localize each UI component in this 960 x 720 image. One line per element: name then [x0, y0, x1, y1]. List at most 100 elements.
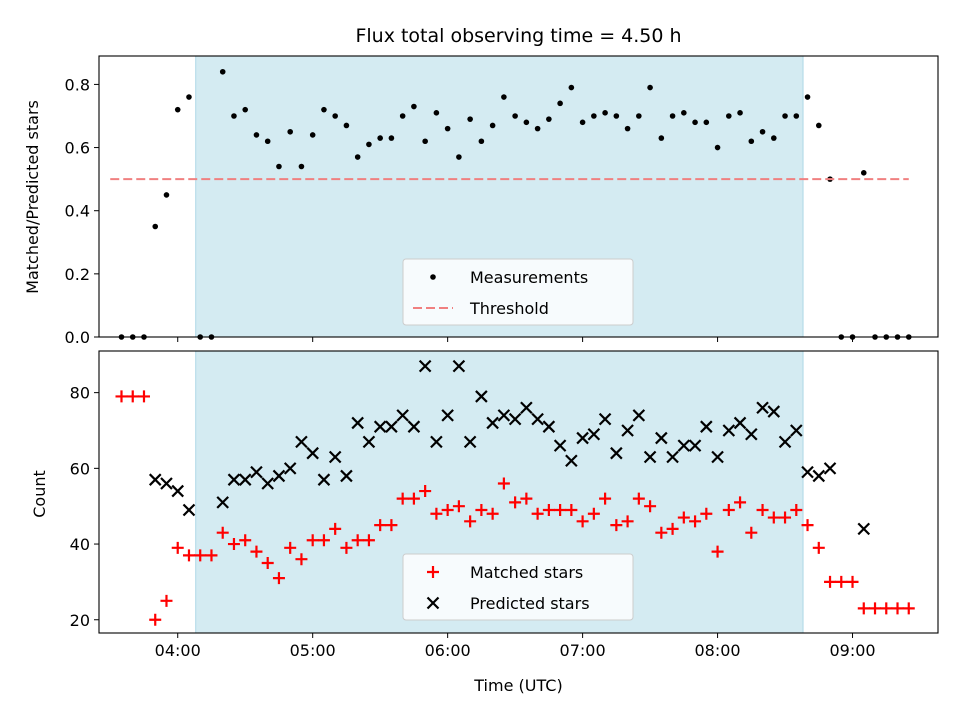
- chart-title: Flux total observing time = 4.50 h: [355, 25, 681, 47]
- matched-star-point: [779, 511, 792, 524]
- measurement-point: [568, 84, 575, 91]
- matched-star-point: [250, 545, 263, 558]
- matched-star-point: [340, 541, 353, 554]
- matched-star-point: [430, 507, 443, 520]
- measurement-point: [669, 113, 676, 119]
- matched-star-point: [216, 526, 229, 539]
- measurement-point: [726, 113, 732, 119]
- measurement-point: [444, 125, 451, 132]
- predicted-star-point: [745, 427, 758, 441]
- predicted-star-point: [812, 469, 826, 483]
- x-tick-label: 09:00: [829, 641, 875, 660]
- matched-star-point: [801, 519, 814, 532]
- predicted-star-point: [700, 420, 713, 433]
- matched-star-point: [149, 613, 162, 626]
- bottom-legend: [402, 553, 634, 621]
- measurement-point: [309, 132, 316, 138]
- matched-star-point: [452, 500, 465, 513]
- bottom-legend-label: Predicted stars: [470, 594, 590, 613]
- legend-measurement-swatch: [430, 274, 436, 280]
- measurement-point: [253, 132, 260, 138]
- top-axes-frame: [98, 55, 939, 338]
- predicted-star-point: [475, 390, 488, 403]
- measurement-point: [501, 94, 507, 100]
- predicted-star-point: [452, 359, 466, 373]
- predicted-star-point: [666, 450, 679, 464]
- bottom-axes-frame: [98, 350, 939, 634]
- bottom-y-tick-label: 40: [70, 535, 90, 554]
- matched-star-point: [689, 515, 702, 528]
- matched-star-point: [869, 602, 882, 615]
- predicted-star-point: [396, 409, 409, 422]
- matched-star-point: [137, 390, 150, 403]
- measurement-point: [411, 103, 417, 110]
- measurement-point: [186, 94, 192, 100]
- measurement-point: [512, 113, 518, 119]
- top-y-tick-label: 0.2: [65, 265, 90, 284]
- matched-star-point: [385, 519, 398, 532]
- measurement-point: [489, 122, 496, 129]
- top-legend: [402, 258, 634, 326]
- matched-star-point: [824, 575, 837, 588]
- predicted-star-point: [823, 462, 837, 475]
- matched-star-point: [239, 534, 252, 547]
- predicted-star-point: [407, 420, 421, 433]
- top-y-tick-label: 0.6: [65, 139, 90, 158]
- matched-star-point: [205, 549, 218, 562]
- measurement-point: [422, 138, 428, 145]
- measurement-point: [298, 163, 305, 170]
- matched-star-point: [531, 507, 544, 520]
- measurement-point: [602, 110, 608, 116]
- measurement-point: [782, 113, 788, 119]
- top-y-tick-label: 0.8: [65, 75, 90, 94]
- predicted-star-point: [767, 405, 781, 418]
- measurement-point: [546, 116, 552, 122]
- measurement-point: [388, 135, 395, 141]
- predicted-star-point: [340, 469, 353, 483]
- measurement-point: [276, 163, 282, 170]
- measurement-point: [399, 113, 406, 119]
- matched-star-point: [329, 522, 342, 535]
- legend-predicted-swatch: [426, 596, 440, 610]
- predicted-star-point: [160, 477, 173, 490]
- matched-star-point: [745, 526, 758, 539]
- predicted-star-point: [227, 473, 241, 486]
- predicted-star-point: [306, 446, 319, 460]
- measurement-point: [681, 110, 687, 116]
- predicted-star-point: [711, 450, 724, 464]
- matched-star-point: [441, 503, 454, 516]
- predicted-star-point: [610, 446, 623, 460]
- predicted-star-point: [430, 435, 443, 449]
- matched-star-point: [734, 496, 747, 509]
- predicted-star-point: [508, 412, 522, 426]
- matched-star-point: [835, 575, 848, 588]
- measurement-point: [624, 125, 631, 132]
- matched-star-point: [610, 519, 623, 532]
- matched-star-point: [520, 492, 533, 505]
- measurement-point: [152, 223, 159, 230]
- predicted-star-point: [317, 473, 331, 486]
- predicted-star-point: [328, 450, 342, 464]
- predicted-star-point: [283, 462, 297, 475]
- measurement-point: [658, 135, 665, 141]
- predicted-star-point: [171, 484, 185, 498]
- measurement-point: [804, 94, 811, 100]
- predicted-star-point: [238, 473, 252, 486]
- matched-star-point: [632, 492, 645, 505]
- measurement-point: [354, 154, 361, 160]
- matched-star-point: [677, 511, 690, 524]
- predicted-star-point: [497, 409, 511, 422]
- measurement-point: [467, 116, 473, 122]
- matched-star-point: [857, 602, 870, 615]
- matched-star-point: [509, 496, 522, 509]
- measurement-point: [377, 135, 383, 141]
- matched-star-point: [655, 526, 668, 539]
- measurement-point: [703, 119, 710, 126]
- matched-star-point: [846, 575, 859, 588]
- matched-star-point: [565, 503, 578, 516]
- measurement-point: [579, 119, 586, 126]
- predicted-star-point: [250, 465, 263, 479]
- matched-star-point: [396, 492, 409, 505]
- predicted-star-point: [182, 503, 196, 517]
